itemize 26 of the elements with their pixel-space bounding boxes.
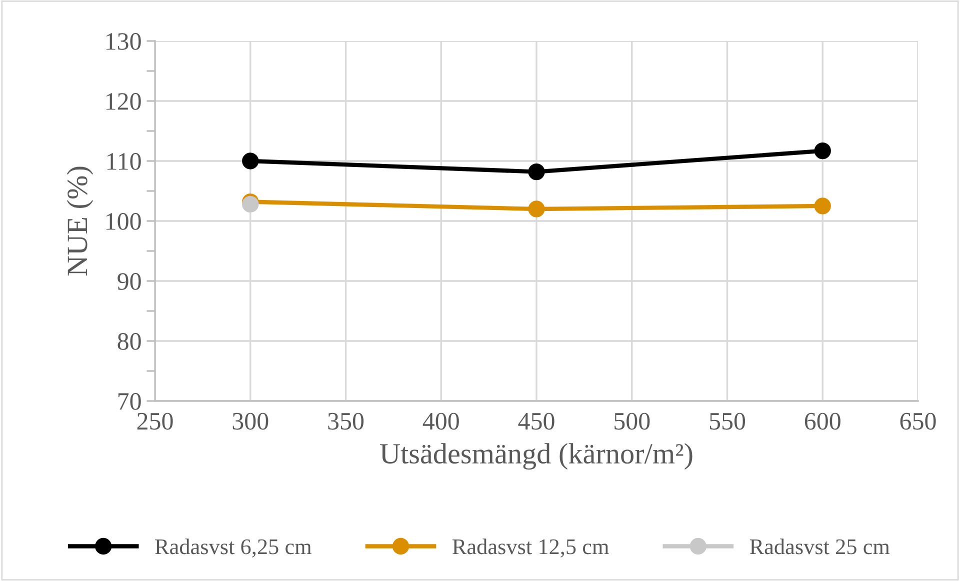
x-tick-label: 450 bbox=[518, 412, 554, 430]
y-tick-label: 70 bbox=[118, 393, 141, 410]
x-tick-label: 500 bbox=[614, 412, 650, 430]
point bbox=[814, 198, 831, 214]
x-tick-label: 600 bbox=[804, 412, 840, 430]
legend-label: Radasvst 6,25 cm bbox=[155, 538, 312, 558]
y-tick-label: 120 bbox=[106, 93, 141, 110]
legend-label: Radasvst 25 cm bbox=[750, 538, 890, 554]
x-axis-title: Utsädesmängd (kärnor/m²) bbox=[380, 443, 692, 470]
y-tick-label: 80 bbox=[118, 333, 141, 350]
point bbox=[814, 142, 831, 160]
y-axis-title: NUE (%) bbox=[66, 166, 94, 276]
x-tick-label: 350 bbox=[328, 412, 364, 430]
y-tick-label: 90 bbox=[118, 273, 141, 290]
y-tick-label: 110 bbox=[107, 153, 141, 170]
point bbox=[242, 152, 259, 170]
x-tick-label: 650 bbox=[900, 412, 936, 430]
x-tick-label: 250 bbox=[137, 412, 173, 430]
point bbox=[528, 163, 545, 180]
legend-label: Radasvst 12,5 cm bbox=[452, 538, 609, 558]
y-tick-label: 100 bbox=[106, 213, 141, 230]
x-tick-label: 550 bbox=[710, 412, 746, 430]
x-tick-label: 300 bbox=[232, 412, 268, 430]
x-tick-label: 400 bbox=[422, 412, 459, 430]
point bbox=[528, 200, 545, 218]
y-tick-label: 130 bbox=[106, 33, 141, 50]
